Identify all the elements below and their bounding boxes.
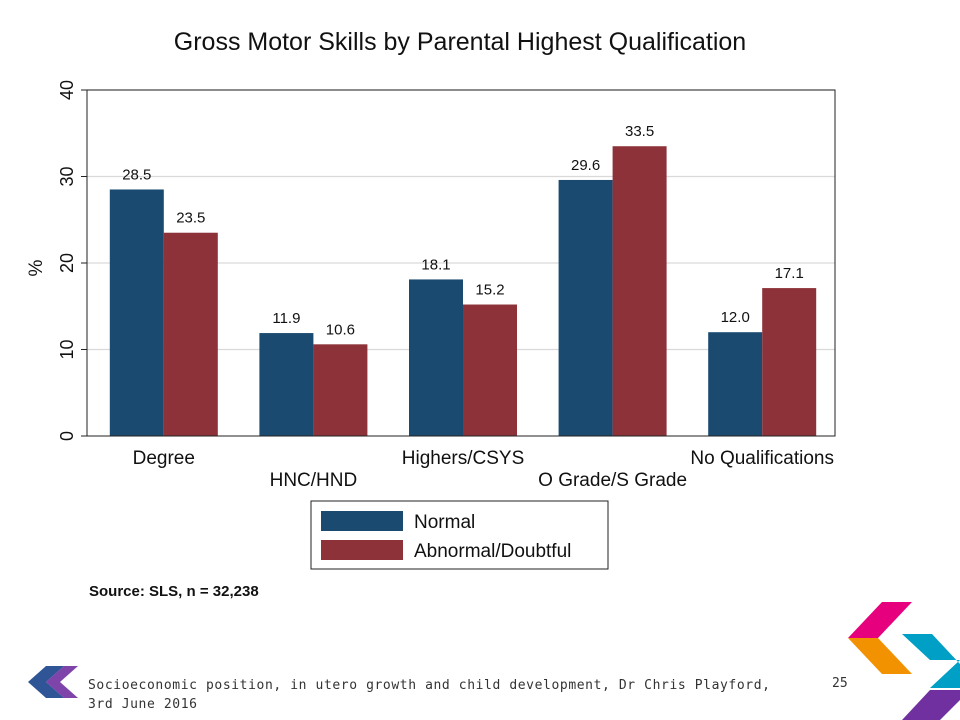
data-label: 17.1 <box>775 265 804 282</box>
data-label: 18.1 <box>421 256 450 273</box>
logo-bar-purple <box>902 690 960 720</box>
x-category-label: Degree <box>133 448 195 469</box>
y-tick-label: 30 <box>57 166 77 186</box>
source-note: Source: SLS, n = 32,238 <box>89 583 259 600</box>
data-label: 28.5 <box>122 166 151 183</box>
y-axis-label: % <box>26 259 47 276</box>
x-category-label: O Grade/S Grade <box>538 470 687 491</box>
logo-chevron-purple <box>46 666 78 698</box>
page-number: 25 <box>832 676 848 691</box>
y-tick-label: 10 <box>57 339 77 359</box>
bar-normal <box>259 333 314 436</box>
bars: 28.5 23.5 11.9 10.6 18.1 15.2 29.6 33.5 12.0 17.1 <box>109 123 817 436</box>
bar-normal <box>558 179 613 436</box>
legend: Normal Abnormal/Doubtful <box>310 500 609 570</box>
logo-bar-orange <box>848 638 912 674</box>
bar-abnormal <box>313 344 368 436</box>
data-label: 11.9 <box>272 310 300 327</box>
footer-text: Socioeconomic position, in utero growth … <box>88 678 771 712</box>
legend-label-normal: Normal <box>414 512 475 533</box>
bar-normal <box>708 332 763 436</box>
bar-abnormal <box>463 304 517 436</box>
bar-abnormal <box>163 232 218 436</box>
bar-abnormal <box>612 146 667 436</box>
y-tick-label: 20 <box>57 253 77 273</box>
data-label: 29.6 <box>571 157 600 174</box>
data-label: 33.5 <box>625 123 654 140</box>
x-category-label: No Qualifications <box>690 448 834 469</box>
y-tick-label: 0 <box>57 431 77 441</box>
bar-normal <box>109 189 164 436</box>
bar-normal <box>409 279 463 436</box>
legend-label-abnormal: Abnormal/Doubtful <box>414 541 571 562</box>
data-label: 10.6 <box>326 321 355 338</box>
x-axis-categories: Degree HNC/HND Highers/CSYS O Grade/S Grade… <box>133 448 834 491</box>
y-axis-ticks: 0 10 20 30 40 <box>57 80 87 441</box>
data-label: 23.5 <box>176 210 205 227</box>
left-logo <box>28 666 78 698</box>
y-tick-label: 40 <box>57 80 77 100</box>
data-label: 15.2 <box>475 282 504 299</box>
data-label: 12.0 <box>721 309 750 326</box>
x-category-label: Highers/CSYS <box>402 448 525 469</box>
x-category-label: HNC/HND <box>270 470 358 491</box>
chart-title: Gross Motor Skills by Parental Highest Q… <box>174 28 746 56</box>
legend-swatch-normal <box>321 511 403 531</box>
logo-bar-cyan <box>902 634 960 688</box>
right-logo <box>848 602 960 720</box>
bar-abnormal <box>762 288 817 436</box>
legend-swatch-abnormal <box>321 540 403 560</box>
logo-bar-pink <box>848 602 912 638</box>
